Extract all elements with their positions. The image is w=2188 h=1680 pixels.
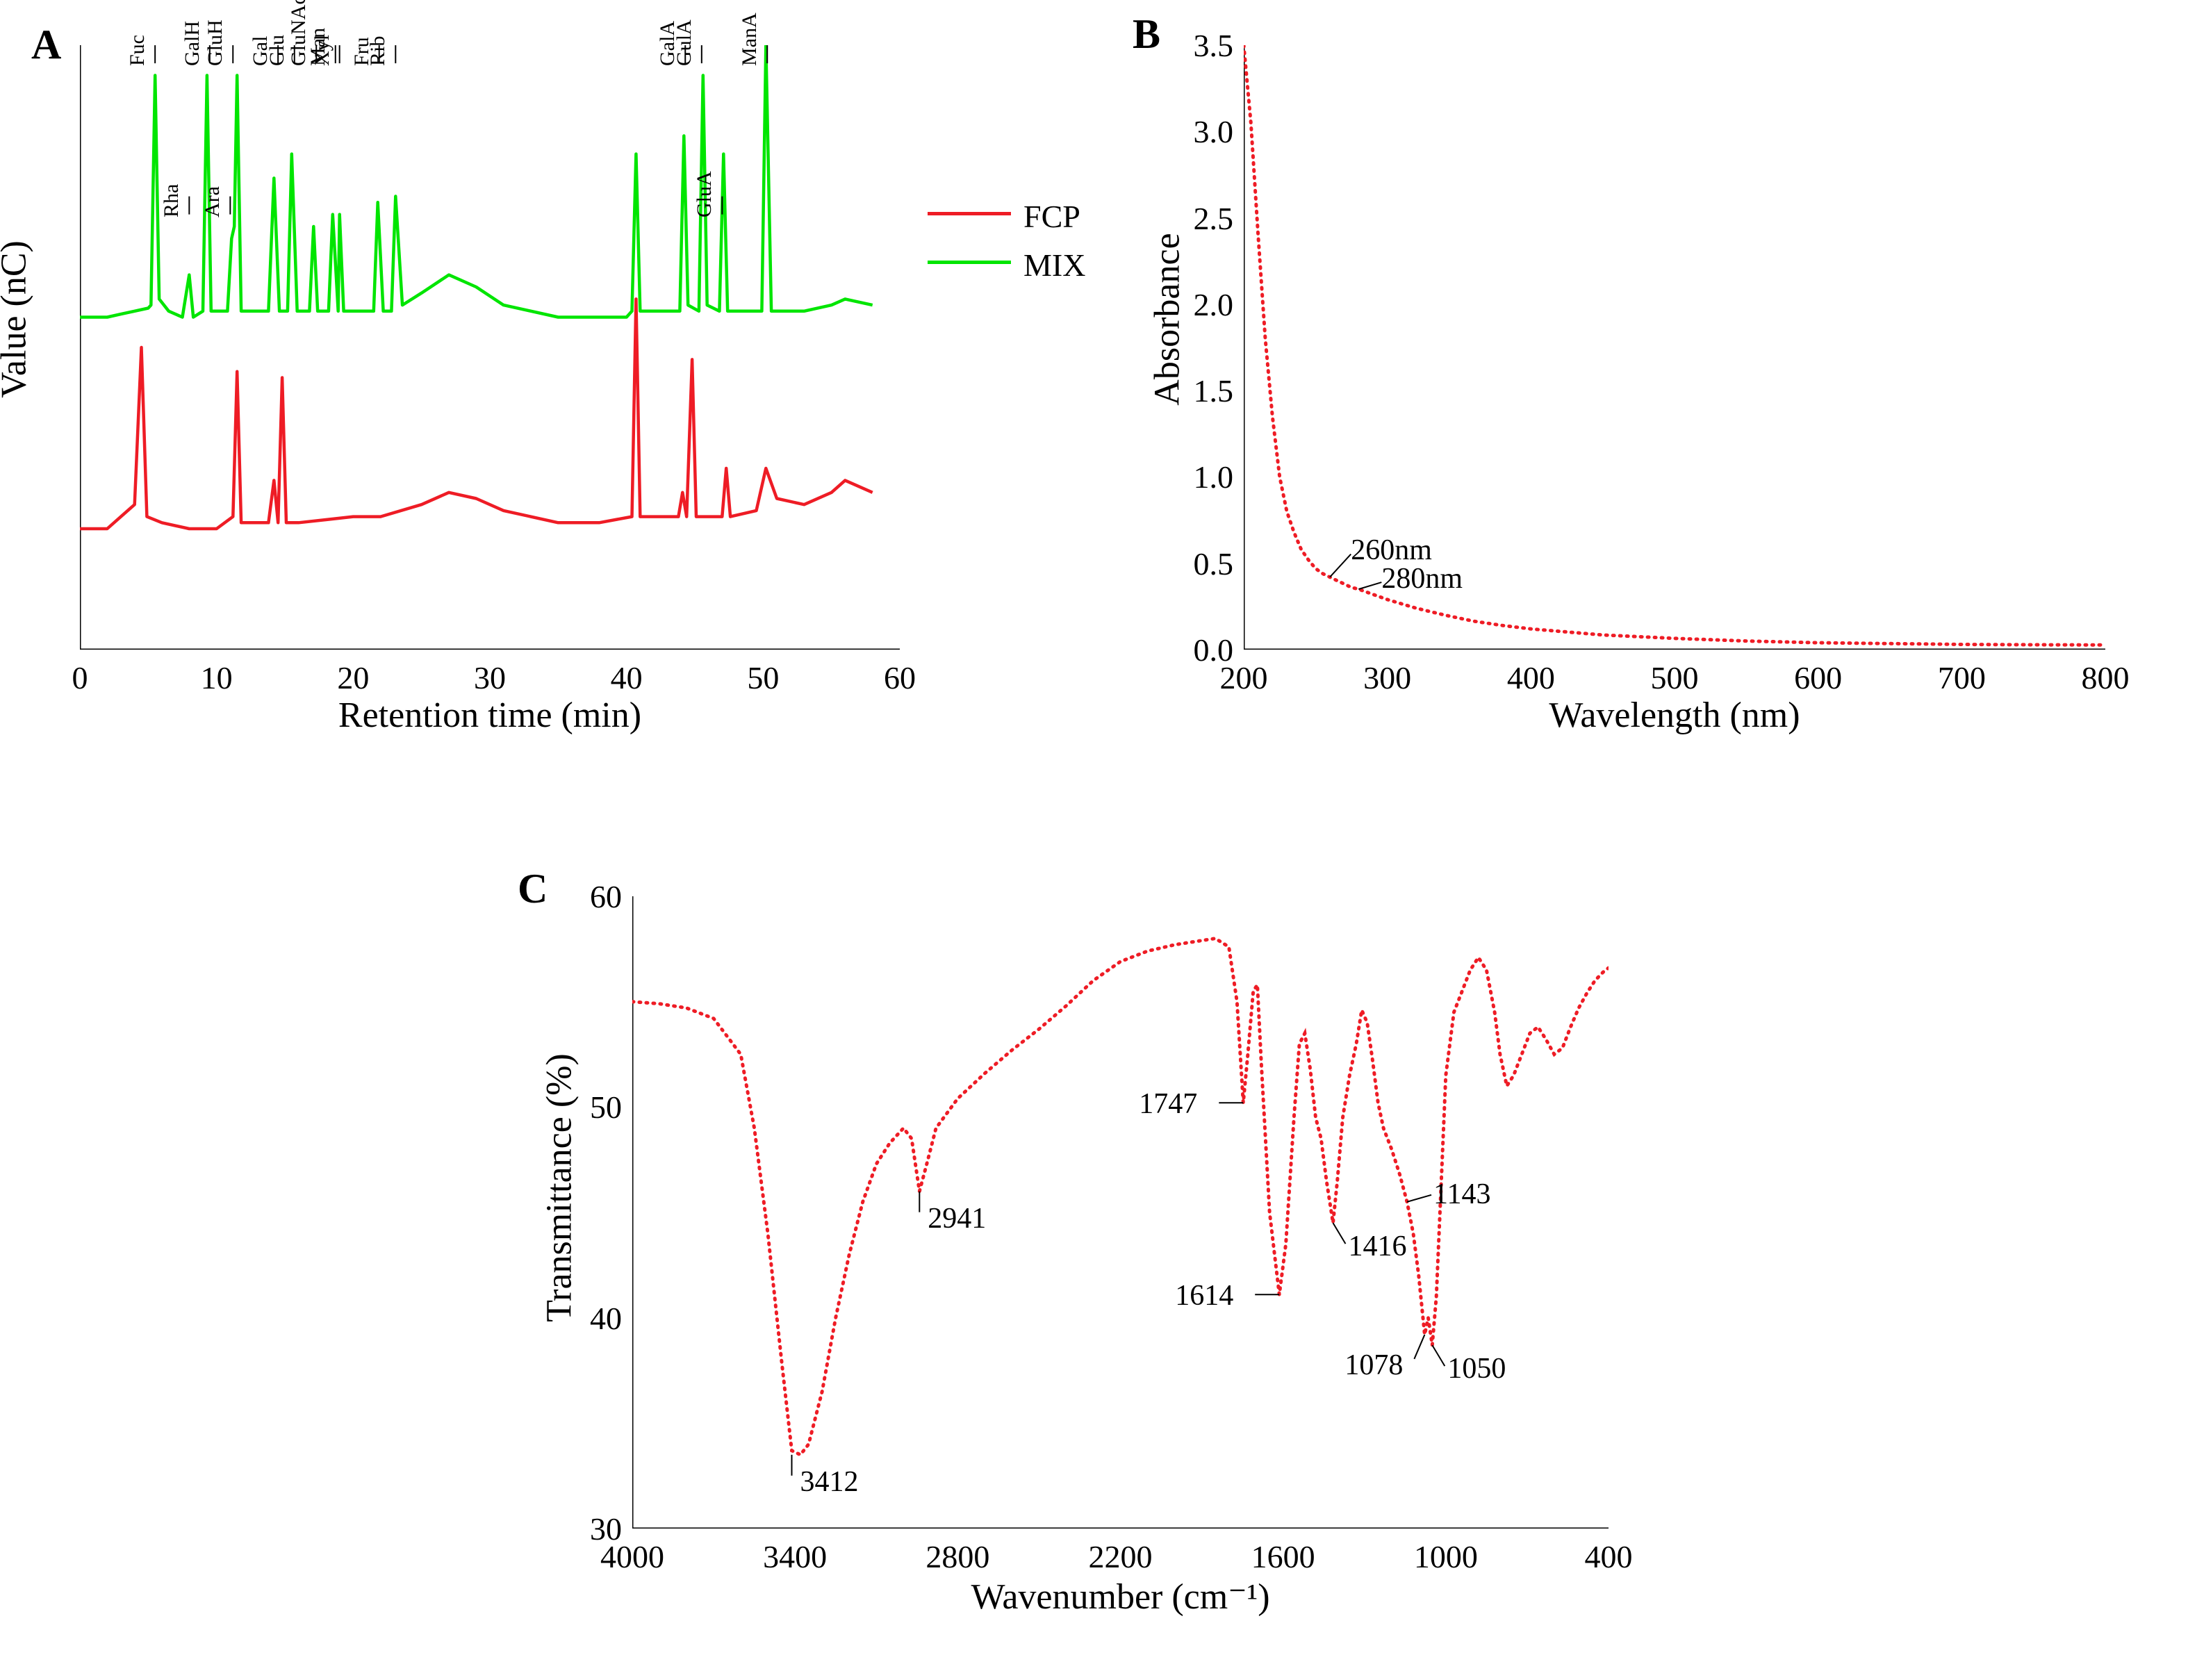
panel-a-xtick: 30	[462, 659, 518, 696]
panel-c-xtick: 3400	[753, 1538, 837, 1575]
panel-b-ytick: 0.5	[1174, 545, 1233, 582]
panel-b-xlabel: Wavelength (nm)	[1244, 695, 2105, 736]
panel-c-svg	[632, 896, 1609, 1529]
peak-label: GulA	[673, 19, 696, 66]
peak-label: Ara	[201, 186, 224, 217]
panel-a-label: A	[31, 21, 61, 69]
panel-a-xtick: 50	[735, 659, 791, 696]
peak-label: Glu	[265, 35, 289, 66]
peak-label: Rib	[366, 36, 390, 66]
peak-label: Rha	[160, 183, 183, 217]
panel-c-ylabel: Transmittance (%)	[539, 1035, 580, 1341]
panel-b-xtick: 400	[1496, 659, 1565, 696]
panel-c-xtick: 2800	[916, 1538, 999, 1575]
panel-b-xtick: 600	[1784, 659, 1853, 696]
panel-a-xtick: 10	[189, 659, 245, 696]
peak-label: GluA	[693, 171, 716, 217]
panel-b-label: B	[1133, 10, 1160, 58]
panel-c-annotation: 2941	[928, 1202, 986, 1235]
panel-b-ytick: 1.0	[1174, 459, 1233, 495]
panel-c-annotation: 1747	[1139, 1087, 1197, 1121]
legend-swatch	[928, 261, 1011, 264]
panel-b-ytick: 3.5	[1174, 27, 1233, 64]
panel-c-ytick: 30	[573, 1510, 622, 1547]
panel-c-ytick: 50	[573, 1089, 622, 1126]
panel-c-xtick: 1000	[1404, 1538, 1488, 1575]
panel-b-ytick: 3.0	[1174, 113, 1233, 150]
panel-c-annotation: 1416	[1348, 1230, 1406, 1263]
legend-label: MIX	[1023, 247, 1085, 283]
figure-root: A Value (nC) Retention time (min) 0 10 20 3…	[0, 0, 2188, 1680]
panel-c-annotation: 1143	[1433, 1178, 1490, 1211]
peak-label: ManA	[738, 13, 762, 66]
panel-c-xtick: 2200	[1079, 1538, 1162, 1575]
panel-c-ytick: 40	[573, 1300, 622, 1337]
peak-label: GalH	[181, 21, 204, 66]
panel-b-ytick: 1.5	[1174, 372, 1233, 409]
panel-b-xtick: 700	[1927, 659, 1996, 696]
panel-a-xtick: 0	[52, 659, 108, 696]
panel-c-xtick: 1600	[1242, 1538, 1325, 1575]
peak-label: GluH	[204, 19, 227, 66]
panel-b-ytick: 2.5	[1174, 200, 1233, 237]
panel-a-xtick: 20	[325, 659, 381, 696]
panel-a-ylabel: Value (nC)	[0, 181, 35, 459]
legend-label: FCP	[1023, 198, 1080, 235]
panel-c-xtick: 400	[1567, 1538, 1650, 1575]
panel-a-xlabel: Retention time (min)	[80, 695, 900, 736]
panel-b-xtick: 300	[1353, 659, 1422, 696]
panel-a-svg	[80, 45, 900, 650]
panel-a-xtick: 40	[599, 659, 655, 696]
peak-label: Fuc	[126, 35, 149, 66]
panel-c-annotation: 1614	[1175, 1279, 1233, 1312]
panel-b-annotation: 280nm	[1381, 562, 1463, 595]
panel-b-xtick: 500	[1640, 659, 1709, 696]
panel-c-ytick: 60	[573, 878, 622, 915]
panel-c-label: C	[518, 865, 548, 913]
panel-b-ytick: 2.0	[1174, 286, 1233, 323]
panel-a-xtick: 60	[872, 659, 928, 696]
panel-b-ytick: 0.0	[1174, 632, 1233, 668]
panel-c-annotation: 1078	[1344, 1349, 1403, 1382]
panel-c-annotation: 1050	[1447, 1352, 1506, 1385]
panel-b-xtick: 800	[2071, 659, 2140, 696]
panel-c-xlabel: Wavenumber (cm⁻¹)	[632, 1576, 1609, 1617]
legend-swatch	[928, 212, 1011, 215]
peak-label: Xyl	[311, 35, 334, 66]
panel-c-annotation: 3412	[800, 1465, 858, 1499]
